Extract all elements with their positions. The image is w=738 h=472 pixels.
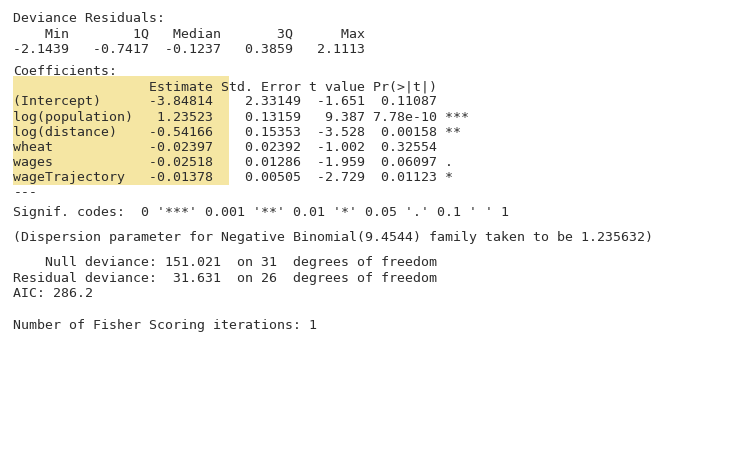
Text: (Dispersion parameter for Negative Binomial(9.4544) family taken to be 1.235632): (Dispersion parameter for Negative Binom… <box>13 231 653 244</box>
Text: Estimate Std. Error t value Pr(>|t|): Estimate Std. Error t value Pr(>|t|) <box>13 80 438 93</box>
Text: Deviance Residuals:: Deviance Residuals: <box>13 12 165 25</box>
Text: log(distance)    -0.54166    0.15353  -3.528  0.00158 **: log(distance) -0.54166 0.15353 -3.528 0.… <box>13 126 461 139</box>
Text: Signif. codes:  0 '***' 0.001 '**' 0.01 '*' 0.05 '.' 0.1 ' ' 1: Signif. codes: 0 '***' 0.001 '**' 0.01 '… <box>13 206 509 219</box>
Text: log(population)   1.23523    0.13159   9.387 7.78e-10 ***: log(population) 1.23523 0.13159 9.387 7.… <box>13 110 469 124</box>
Text: (Intercept)      -3.84814    2.33149  -1.651  0.11087: (Intercept) -3.84814 2.33149 -1.651 0.11… <box>13 95 438 109</box>
Text: Number of Fisher Scoring iterations: 1: Number of Fisher Scoring iterations: 1 <box>13 319 317 332</box>
Text: Null deviance: 151.021  on 31  degrees of freedom: Null deviance: 151.021 on 31 degrees of … <box>13 256 438 270</box>
Text: ---: --- <box>13 186 38 199</box>
Text: -2.1439   -0.7417  -0.1237   0.3859   2.1113: -2.1439 -0.7417 -0.1237 0.3859 2.1113 <box>13 42 365 56</box>
Text: wages            -0.02518    0.01286  -1.959  0.06097 .: wages -0.02518 0.01286 -1.959 0.06097 . <box>13 156 453 169</box>
Text: Min        1Q   Median       3Q      Max: Min 1Q Median 3Q Max <box>13 27 365 41</box>
Text: wheat            -0.02397    0.02392  -1.002  0.32554: wheat -0.02397 0.02392 -1.002 0.32554 <box>13 141 438 154</box>
Text: Residual deviance:  31.631  on 26  degrees of freedom: Residual deviance: 31.631 on 26 degrees … <box>13 271 438 285</box>
Text: wageTrajectory   -0.01378    0.00505  -2.729  0.01123 *: wageTrajectory -0.01378 0.00505 -2.729 0… <box>13 171 453 184</box>
Text: Coefficients:: Coefficients: <box>13 65 117 78</box>
Text: AIC: 286.2: AIC: 286.2 <box>13 287 93 300</box>
FancyBboxPatch shape <box>13 76 229 185</box>
